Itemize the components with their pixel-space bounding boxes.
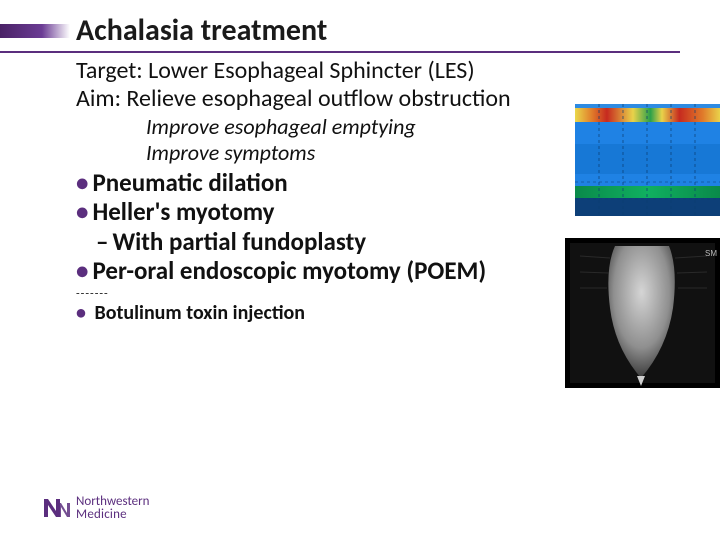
slide-title: Achalasia treatment — [76, 12, 327, 49]
logo-line-1: Northwestern — [76, 495, 150, 509]
bullet-dot-icon: • — [76, 196, 88, 227]
northwestern-logo: Northwestern Medicine — [42, 495, 150, 522]
bullet-text: Botulinum toxin injection — [95, 301, 306, 325]
manometry-heatmap — [575, 104, 720, 216]
bullet-text: Heller's myotomy — [92, 196, 274, 227]
esophagram-xray: SM — [565, 238, 720, 388]
xray-label: SM — [705, 249, 717, 258]
bullet-text: Pneumatic dilation — [92, 167, 287, 198]
bullet-dot-icon: • — [76, 255, 88, 286]
title-accent-gradient — [0, 24, 70, 38]
slide-title-bar: Achalasia treatment — [0, 0, 680, 53]
bullet-text: Per-oral endoscopic myotomy (POEM) — [92, 255, 486, 286]
logo-line-2: Medicine — [76, 508, 150, 522]
bullet-dot-icon: • — [76, 301, 86, 325]
bullet-dot-icon: • — [76, 167, 88, 198]
logo-mark-icon — [42, 497, 70, 519]
dash-icon: – — [96, 226, 108, 257]
target-line: Target: Lower Esophageal Sphincter (LES) — [76, 57, 720, 85]
logo-text: Northwestern Medicine — [76, 495, 150, 522]
sub-bullet-text: With partial fundoplasty — [112, 226, 366, 257]
